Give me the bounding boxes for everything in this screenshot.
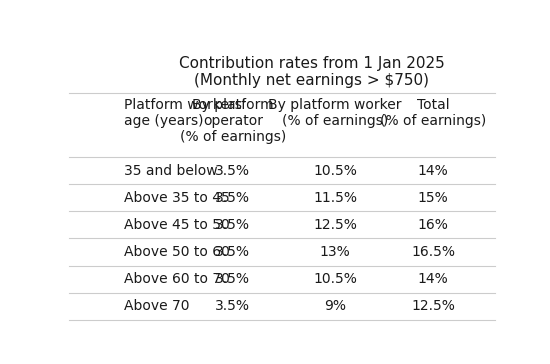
Text: 9%: 9% bbox=[324, 299, 346, 313]
Text: 12.5%: 12.5% bbox=[411, 299, 455, 313]
Text: age (years): age (years) bbox=[124, 114, 204, 128]
Text: 3.5%: 3.5% bbox=[216, 218, 250, 232]
Text: 11.5%: 11.5% bbox=[313, 191, 357, 205]
Text: Platform workers': Platform workers' bbox=[124, 98, 246, 112]
Text: 3.5%: 3.5% bbox=[216, 164, 250, 178]
Text: 13%: 13% bbox=[320, 245, 350, 259]
Text: Above 35 to 45: Above 35 to 45 bbox=[124, 191, 230, 205]
Text: Above 60 to 70: Above 60 to 70 bbox=[124, 272, 230, 286]
Text: 16.5%: 16.5% bbox=[411, 245, 455, 259]
Text: Above 45 to 50: Above 45 to 50 bbox=[124, 218, 230, 232]
Text: 3.5%: 3.5% bbox=[216, 272, 250, 286]
Text: By platform: By platform bbox=[192, 98, 274, 112]
Text: 10.5%: 10.5% bbox=[313, 272, 357, 286]
Text: 3.5%: 3.5% bbox=[216, 245, 250, 259]
Text: 15%: 15% bbox=[418, 191, 449, 205]
Text: Contribution rates from 1 Jan 2025: Contribution rates from 1 Jan 2025 bbox=[179, 56, 444, 71]
Text: Total: Total bbox=[417, 98, 449, 112]
Text: 14%: 14% bbox=[418, 164, 449, 178]
Text: By platform worker: By platform worker bbox=[268, 98, 402, 112]
Text: (% of earnings): (% of earnings) bbox=[380, 114, 486, 128]
Text: 3.5%: 3.5% bbox=[216, 191, 250, 205]
Text: Above 70: Above 70 bbox=[124, 299, 190, 313]
Text: 12.5%: 12.5% bbox=[313, 218, 357, 232]
Text: (% of earnings): (% of earnings) bbox=[282, 114, 388, 128]
Text: 14%: 14% bbox=[418, 272, 449, 286]
Text: (Monthly net earnings > $750): (Monthly net earnings > $750) bbox=[194, 73, 429, 88]
Text: (% of earnings): (% of earnings) bbox=[180, 130, 286, 144]
Text: 35 and below: 35 and below bbox=[124, 164, 218, 178]
Text: operator: operator bbox=[203, 114, 263, 128]
Text: 10.5%: 10.5% bbox=[313, 164, 357, 178]
Text: 16%: 16% bbox=[418, 218, 449, 232]
Text: 3.5%: 3.5% bbox=[216, 299, 250, 313]
Text: Above 50 to 60: Above 50 to 60 bbox=[124, 245, 230, 259]
